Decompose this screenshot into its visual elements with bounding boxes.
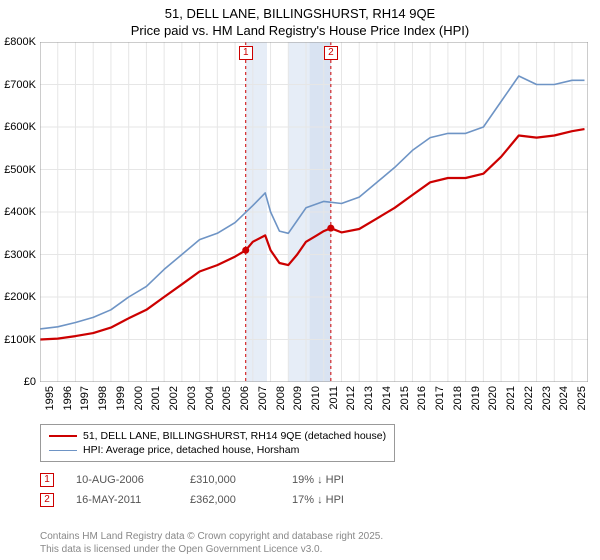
x-tick-label: 1999 <box>115 386 127 410</box>
y-tick-label: £500K <box>4 164 36 176</box>
y-tick-label: £100K <box>4 334 36 346</box>
sale-rows: 1 10-AUG-2006 £310,000 19% ↓ HPI 2 16-MA… <box>40 470 382 510</box>
x-tick-label: 2017 <box>434 386 446 410</box>
title-block: 51, DELL LANE, BILLINGSHURST, RH14 9QE P… <box>0 0 600 40</box>
x-tick-label: 2014 <box>381 386 393 410</box>
legend-label-property: 51, DELL LANE, BILLINGSHURST, RH14 9QE (… <box>83 430 386 442</box>
x-tick-label: 2022 <box>523 386 535 410</box>
legend-swatch-property <box>49 435 77 437</box>
sale-date-1: 10-AUG-2006 <box>76 474 168 486</box>
legend-swatch-hpi <box>49 450 77 451</box>
legend-label-hpi: HPI: Average price, detached house, Hors… <box>83 444 299 456</box>
x-tick-label: 2005 <box>221 386 233 410</box>
y-tick-label: £400K <box>4 206 36 218</box>
chart-area: £0£100K£200K£300K£400K£500K£600K£700K£80… <box>40 42 588 382</box>
legend: 51, DELL LANE, BILLINGSHURST, RH14 9QE (… <box>40 424 395 462</box>
x-tick-label: 2025 <box>576 386 588 410</box>
x-tick-label: 2006 <box>239 386 251 410</box>
y-tick-label: £700K <box>4 79 36 91</box>
footer: Contains HM Land Registry data © Crown c… <box>40 531 383 556</box>
sale-marker-1: 1 <box>40 473 54 487</box>
x-tick-label: 1998 <box>97 386 109 410</box>
legend-row-property: 51, DELL LANE, BILLINGSHURST, RH14 9QE (… <box>49 429 386 443</box>
x-tick-label: 2008 <box>275 386 287 410</box>
title-address: 51, DELL LANE, BILLINGSHURST, RH14 9QE <box>0 6 600 23</box>
x-tick-label: 2019 <box>470 386 482 410</box>
chart-container: 51, DELL LANE, BILLINGSHURST, RH14 9QE P… <box>0 0 600 560</box>
x-tick-label: 2018 <box>452 386 464 410</box>
footer-line1: Contains HM Land Registry data © Crown c… <box>40 531 383 544</box>
x-tick-label: 1996 <box>62 386 74 410</box>
title-subtitle: Price paid vs. HM Land Registry's House … <box>0 23 600 40</box>
x-tick-label: 1995 <box>44 386 56 410</box>
x-tick-label: 2011 <box>328 386 340 410</box>
sale-date-2: 16-MAY-2011 <box>76 494 168 506</box>
x-tick-label: 2001 <box>150 386 162 410</box>
chart-marker-1: 1 <box>239 46 253 60</box>
sale-diff-1: 19% ↓ HPI <box>292 474 382 486</box>
y-tick-label: £600K <box>4 121 36 133</box>
x-tick-label: 2012 <box>345 386 357 410</box>
x-tick-label: 2009 <box>292 386 304 410</box>
x-tick-label: 2003 <box>186 386 198 410</box>
sale-marker-2: 2 <box>40 493 54 507</box>
x-tick-label: 2004 <box>204 386 216 410</box>
y-tick-label: £0 <box>24 376 36 388</box>
x-tick-label: 2015 <box>399 386 411 410</box>
legend-row-hpi: HPI: Average price, detached house, Hors… <box>49 443 386 457</box>
x-tick-label: 2013 <box>363 386 375 410</box>
y-tick-label: £800K <box>4 36 36 48</box>
line-chart <box>40 42 588 382</box>
x-tick-label: 2016 <box>416 386 428 410</box>
chart-marker-2: 2 <box>324 46 338 60</box>
x-tick-label: 2010 <box>310 386 322 410</box>
x-tick-label: 2024 <box>558 386 570 410</box>
footer-line2: This data is licensed under the Open Gov… <box>40 544 383 557</box>
x-tick-label: 2021 <box>505 386 517 410</box>
sale-price-2: £362,000 <box>190 494 270 506</box>
x-tick-label: 2020 <box>487 386 499 410</box>
x-tick-label: 2002 <box>168 386 180 410</box>
x-tick-label: 2000 <box>133 386 145 410</box>
y-tick-label: £200K <box>4 291 36 303</box>
sale-row-1: 1 10-AUG-2006 £310,000 19% ↓ HPI <box>40 470 382 490</box>
x-tick-label: 2007 <box>257 386 269 410</box>
y-tick-label: £300K <box>4 249 36 261</box>
sale-diff-2: 17% ↓ HPI <box>292 494 382 506</box>
x-tick-label: 2023 <box>541 386 553 410</box>
sale-row-2: 2 16-MAY-2011 £362,000 17% ↓ HPI <box>40 490 382 510</box>
x-tick-label: 1997 <box>79 386 91 410</box>
sale-price-1: £310,000 <box>190 474 270 486</box>
